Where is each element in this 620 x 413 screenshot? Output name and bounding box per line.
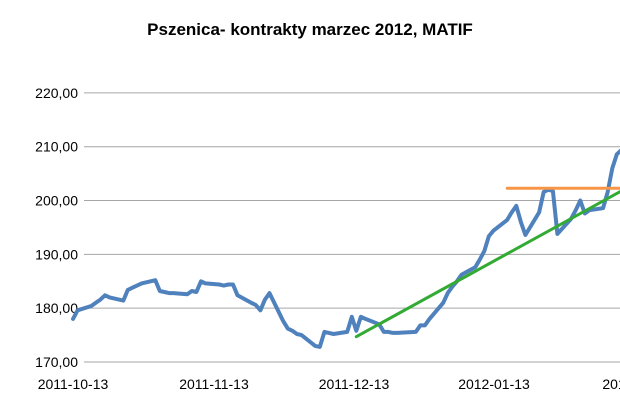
y-tick-label-180: 180,00: [35, 300, 78, 316]
chart-title: Pszenica- kontrakty marzec 2012, MATIF: [147, 20, 473, 39]
x-tick-label-4: 201: [602, 376, 620, 392]
y-tick-label-210: 210,00: [35, 139, 78, 155]
grid-layer: [84, 92, 620, 363]
series-layer: [71, 148, 620, 349]
x-tick-layer: 2011-10-13 2011-11-13 2011-12-13 2012-01-13…: [38, 376, 620, 392]
x-tick-label-0: 2011-10-13: [38, 376, 109, 392]
y-tick-label-220: 220,00: [35, 85, 78, 101]
support-trend-line: [354, 190, 620, 339]
y-tick-label-200: 200,00: [35, 193, 78, 209]
x-tick-label-3: 2012-01-13: [458, 376, 530, 392]
y-tick-layer: 170,00 180,00 190,00 200,00 210,00 220,00: [35, 85, 78, 370]
price-series-line: [71, 148, 620, 349]
x-tick-label-1: 2011-11-13: [179, 376, 249, 392]
x-tick-label-2: 2011-12-13: [319, 376, 390, 392]
y-tick-label-190: 190,00: [35, 246, 78, 262]
y-tick-label-170: 170,00: [35, 354, 78, 370]
